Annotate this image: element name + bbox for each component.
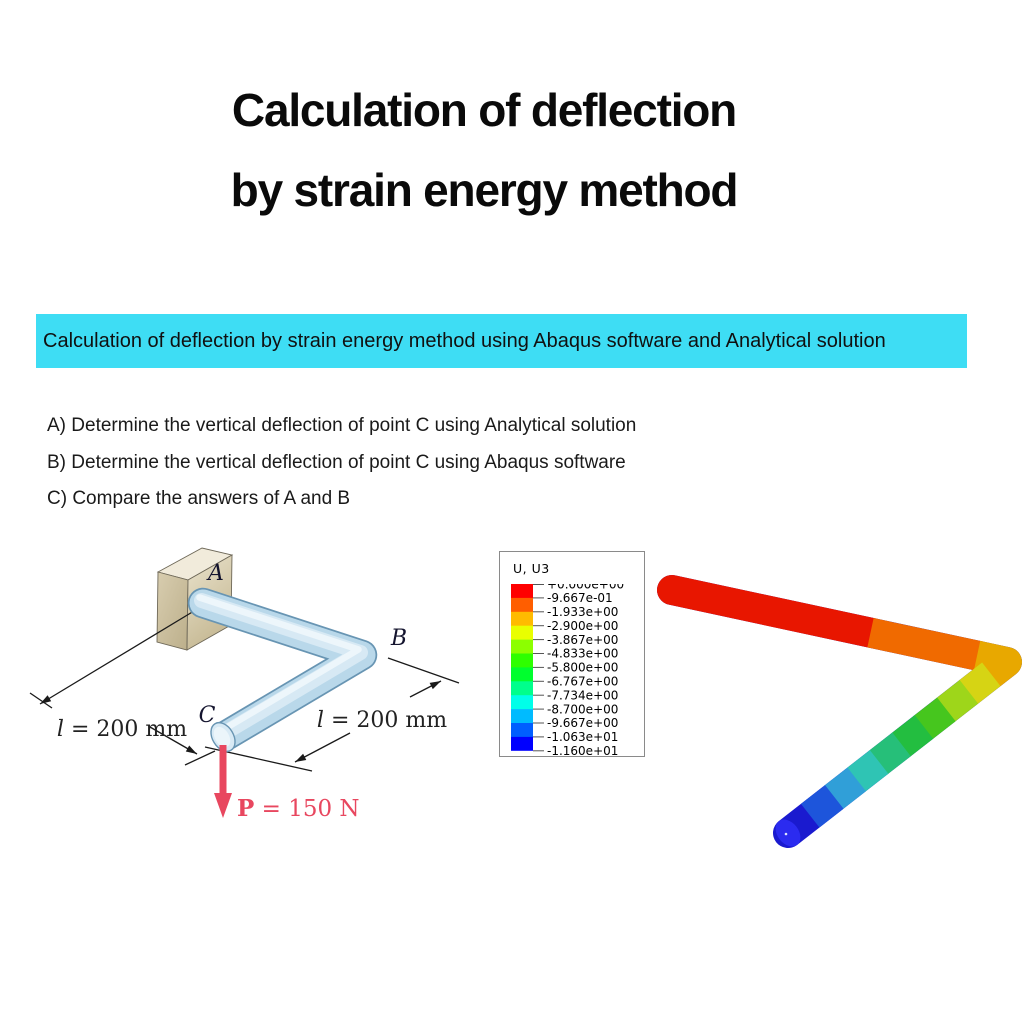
bent-rod	[187, 587, 378, 751]
force-label: P = 150 N	[237, 795, 360, 822]
slide-title-line2: by strain energy method	[230, 164, 739, 216]
legend-swatch	[511, 653, 533, 668]
force-arrow	[214, 745, 232, 818]
dim-extension-c-left	[184, 750, 216, 766]
fea-band	[890, 715, 934, 758]
force-label-rest: = 150 N	[254, 796, 359, 822]
legend-tick-label: -6.767e+00	[547, 675, 618, 689]
force-arrowhead	[214, 793, 232, 818]
legend-swatch	[511, 667, 533, 682]
point-labels: A B C	[199, 561, 408, 728]
slide-title: Calculation of deflection by strain ener…	[0, 70, 968, 230]
dim-extension-b	[387, 657, 460, 684]
arrowhead-left-lower	[185, 745, 197, 754]
legend-tick-label: -8.700e+00	[547, 702, 618, 716]
legend-swatch	[511, 639, 533, 654]
label-point-c: C	[199, 703, 216, 728]
fea-band	[868, 732, 911, 775]
dim-label-right: l = 200 mm	[317, 708, 447, 733]
legend-swatch	[511, 584, 533, 599]
legend-title: U, U3	[513, 561, 550, 576]
task-list: A) Determine the vertical deflection of …	[47, 408, 636, 518]
fea-band	[823, 767, 866, 810]
fea-rod-bands	[657, 575, 1022, 848]
legend-swatch	[511, 736, 533, 751]
bent-rod-problem-diagram: A B C l = 200 mm l = 200 mm P = 150 N	[29, 547, 460, 822]
label-point-b: B	[390, 626, 407, 651]
legend-tick-label: -5.800e+00	[547, 661, 618, 675]
legend-tick-label: -1.933e+00	[547, 605, 618, 619]
slide-title-line1: Calculation of deflection	[231, 84, 737, 136]
legend-tick-labels: +0.000e+00 -9.667e-01 -1.933e+00 -2.900e…	[547, 584, 624, 758]
fea-contour-result	[657, 575, 1022, 848]
legend-swatch	[511, 723, 533, 738]
legend-swatch	[511, 597, 533, 613]
dim-right-rest: = 200 mm	[324, 708, 447, 733]
fea-band	[657, 575, 888, 649]
arrowhead-right-lower	[295, 753, 307, 762]
task-item-a: A) Determine the vertical deflection of …	[47, 415, 637, 436]
dim-extension-left-stub	[29, 692, 53, 709]
dim-line-left	[39, 610, 195, 705]
fea-band	[913, 697, 956, 740]
fea-end-node-dot	[784, 832, 788, 836]
fea-band	[935, 679, 979, 723]
arrowhead-right-upper	[429, 681, 441, 690]
legend-swatches	[511, 584, 533, 751]
wall-block-left-face	[156, 571, 189, 651]
abaqus-legend: U, U3 +0.000e+00 -9.667e-01	[499, 551, 645, 758]
legend-tick-marks	[533, 584, 544, 752]
dim-left-rest: = 200 mm	[64, 717, 187, 742]
banner-text: Calculation of deflection by strain ener…	[43, 329, 886, 352]
rod-highlight	[196, 594, 362, 733]
highlight-banner: Calculation of deflection by strain ener…	[36, 314, 967, 368]
legend-swatch	[511, 709, 533, 724]
fea-band	[973, 640, 1022, 688]
legend-swatch	[511, 611, 533, 626]
legend-swatch	[511, 681, 533, 696]
dim-right-var: l	[317, 708, 324, 733]
fea-end-face-ellipse	[775, 819, 801, 847]
label-point-a: A	[206, 561, 224, 586]
legend-tick-label: -7.734e+00	[547, 688, 618, 702]
rod-end-cap-c	[210, 721, 236, 753]
arrowhead-left	[40, 695, 52, 704]
dim-left-var: l	[57, 717, 64, 742]
dim-label-left: l = 200 mm	[57, 717, 187, 742]
fea-band	[800, 785, 844, 828]
task-item-b: B) Determine the vertical deflection of …	[47, 451, 626, 473]
legend-tick-label: -1.160e+01	[547, 744, 618, 758]
fea-band	[867, 618, 984, 671]
legend-tick-label: -3.867e+00	[547, 633, 618, 647]
legend-tick-label: -2.900e+00	[547, 619, 618, 633]
legend-tick-label: -1.063e+01	[547, 730, 618, 744]
fea-band	[958, 662, 1001, 705]
rod-end-cap-inner	[213, 726, 231, 748]
force-label-var: P	[237, 795, 254, 822]
legend-tick-label: -4.833e+00	[547, 647, 618, 661]
legend-tick-label: -9.667e+00	[547, 716, 618, 730]
legend-color-scale: +0.000e+00 -9.667e-01 -1.933e+00 -2.900e…	[511, 584, 624, 758]
fea-rod-end-face	[775, 819, 801, 847]
legend-swatch	[511, 695, 533, 710]
dimension-arrowheads	[40, 681, 441, 762]
legend-swatch	[511, 625, 533, 640]
fea-band	[845, 750, 889, 793]
legend-tick-label: +0.000e+00	[547, 584, 624, 592]
legend-tick-label: -9.667e-01	[547, 591, 613, 605]
task-item-c: C) Compare the answers of A and B	[47, 488, 351, 509]
